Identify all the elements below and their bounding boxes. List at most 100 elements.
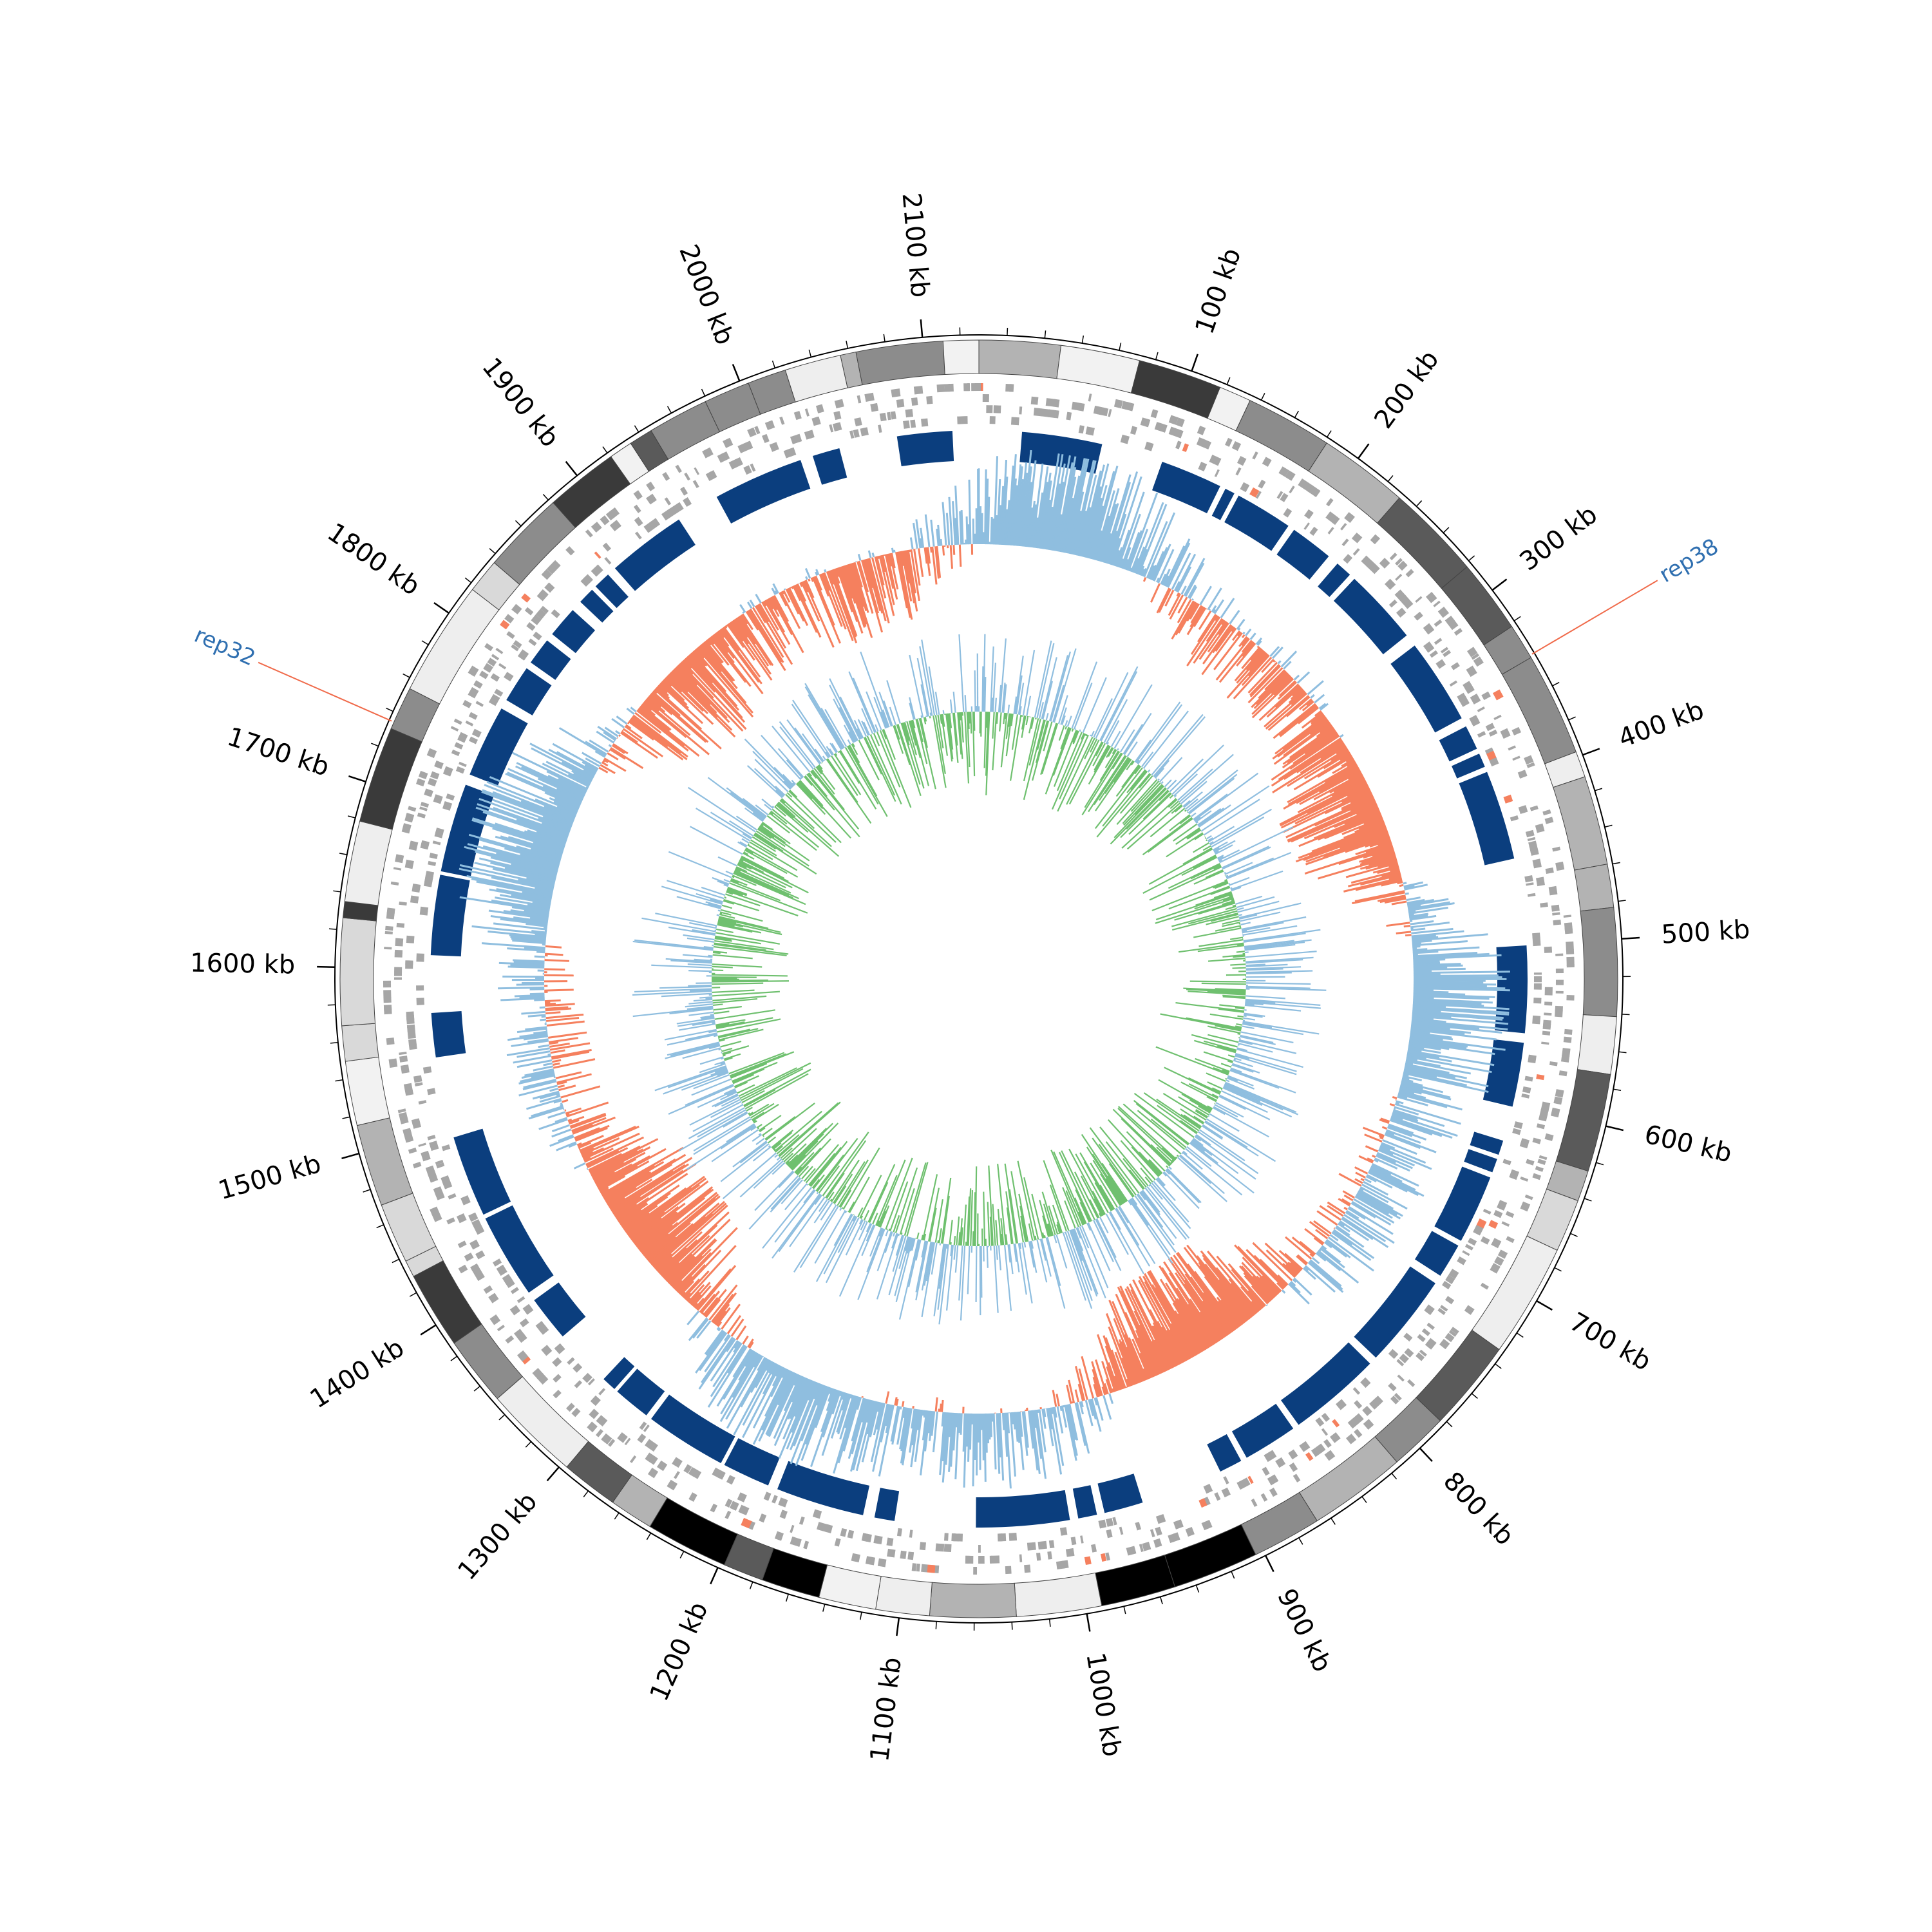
gc-bar xyxy=(1099,666,1139,741)
skew-bar xyxy=(498,961,545,966)
gc-bar xyxy=(750,1126,757,1132)
feature-bar xyxy=(911,1563,917,1571)
gc-bar xyxy=(1140,1191,1177,1239)
feature-bar xyxy=(1552,912,1560,916)
feature-bar xyxy=(674,1471,680,1479)
gc-bar xyxy=(967,1245,971,1294)
feature-bar xyxy=(1544,1133,1554,1141)
gc-bar xyxy=(952,691,956,713)
gc-bar xyxy=(1245,956,1314,963)
skew-bar xyxy=(614,1162,697,1218)
skew-bar xyxy=(647,696,666,713)
skew-bar xyxy=(603,1171,652,1201)
skew-bar xyxy=(1386,922,1410,927)
skew-bar xyxy=(1265,692,1307,730)
gc-bar xyxy=(1217,1045,1236,1052)
minor-tick xyxy=(1119,343,1122,351)
skew-bar xyxy=(491,899,550,911)
skew-bar xyxy=(1354,1195,1393,1219)
skew-bar xyxy=(1252,1275,1274,1300)
feature-bar xyxy=(479,670,489,679)
gc-bar xyxy=(1243,929,1321,942)
skew-bar xyxy=(968,479,972,545)
skew-bar xyxy=(1174,1300,1206,1351)
gc-bar xyxy=(844,746,879,805)
gc-bar xyxy=(1191,1034,1238,1048)
gc-bar xyxy=(1169,814,1191,831)
feature-bar xyxy=(535,609,547,620)
skew-bar xyxy=(1409,914,1428,920)
skew-bar xyxy=(1363,847,1394,859)
feature-bar xyxy=(1562,1048,1571,1057)
skew-bar xyxy=(750,1359,770,1394)
skew-bar xyxy=(1313,1220,1332,1235)
feature-bar xyxy=(764,420,775,430)
feature-bar xyxy=(1315,1417,1325,1427)
minor-tick xyxy=(1361,1496,1367,1503)
feature-bar xyxy=(1445,1274,1455,1285)
skew-bar xyxy=(1339,829,1388,849)
skew-bar xyxy=(609,1197,626,1209)
skew-bar xyxy=(719,1354,761,1423)
skew-bar xyxy=(1410,922,1450,929)
skew-bar xyxy=(482,789,573,826)
gc-bar xyxy=(737,1084,755,1094)
feature-bar xyxy=(540,605,549,614)
skew-bar xyxy=(1136,549,1148,574)
gc-bar xyxy=(737,864,786,889)
skew-bar xyxy=(541,822,570,834)
skew-bar xyxy=(924,1410,931,1452)
gc-bar xyxy=(772,806,775,808)
gc-bar xyxy=(1041,657,1057,719)
skew-bar xyxy=(1012,1412,1016,1430)
skew-bar xyxy=(1325,1240,1347,1258)
skew-bar xyxy=(1412,951,1478,958)
gc-bar xyxy=(882,728,896,760)
skew-bar xyxy=(1173,1255,1231,1335)
gc-bar xyxy=(906,1162,929,1236)
skew-bar xyxy=(923,547,928,564)
gc-bar xyxy=(1241,922,1284,931)
skew-bar xyxy=(1146,1271,1197,1356)
gc-bar xyxy=(831,743,838,753)
skew-bar xyxy=(640,1222,679,1253)
gc-bar xyxy=(921,639,936,715)
skew-bar xyxy=(527,1014,546,1018)
feature-bar xyxy=(887,412,892,421)
gc-bar xyxy=(730,880,781,902)
feature-bar xyxy=(1175,417,1185,428)
feature-bar xyxy=(1168,1533,1177,1543)
feature-bar xyxy=(1247,1475,1254,1484)
skew-bar xyxy=(1018,462,1028,546)
skew-bar xyxy=(1413,964,1463,968)
skew-bar xyxy=(612,743,629,755)
gc-bar xyxy=(1160,781,1164,784)
skew-bar xyxy=(571,770,592,782)
gc-bar xyxy=(688,984,712,987)
feature-bar xyxy=(1443,650,1452,658)
gc-bar xyxy=(1083,1161,1113,1211)
gc-bar xyxy=(1155,768,1165,779)
skew-bar xyxy=(1186,606,1206,636)
skew-bar xyxy=(1341,817,1383,835)
skew-bar xyxy=(821,1391,844,1456)
feature-bar xyxy=(490,694,500,703)
minor-tick xyxy=(542,493,549,500)
skew-bar xyxy=(710,635,752,687)
skew-bar xyxy=(1124,532,1141,571)
minor-tick xyxy=(822,1604,826,1612)
gc-bar xyxy=(975,1245,978,1302)
skew-bar xyxy=(630,717,688,761)
skew-bar xyxy=(542,762,590,788)
gc-bar xyxy=(825,752,830,758)
skew-bar xyxy=(1283,721,1331,757)
feature-bar xyxy=(1500,728,1511,739)
gc-bar xyxy=(1224,1084,1261,1103)
skew-bar xyxy=(1285,696,1311,717)
skew-bar xyxy=(1059,477,1077,553)
skew-bar xyxy=(623,728,664,758)
skew-bar xyxy=(1068,491,1084,554)
skew-bar xyxy=(837,567,858,622)
gc-bar xyxy=(730,878,748,886)
skew-bar xyxy=(1177,566,1192,593)
